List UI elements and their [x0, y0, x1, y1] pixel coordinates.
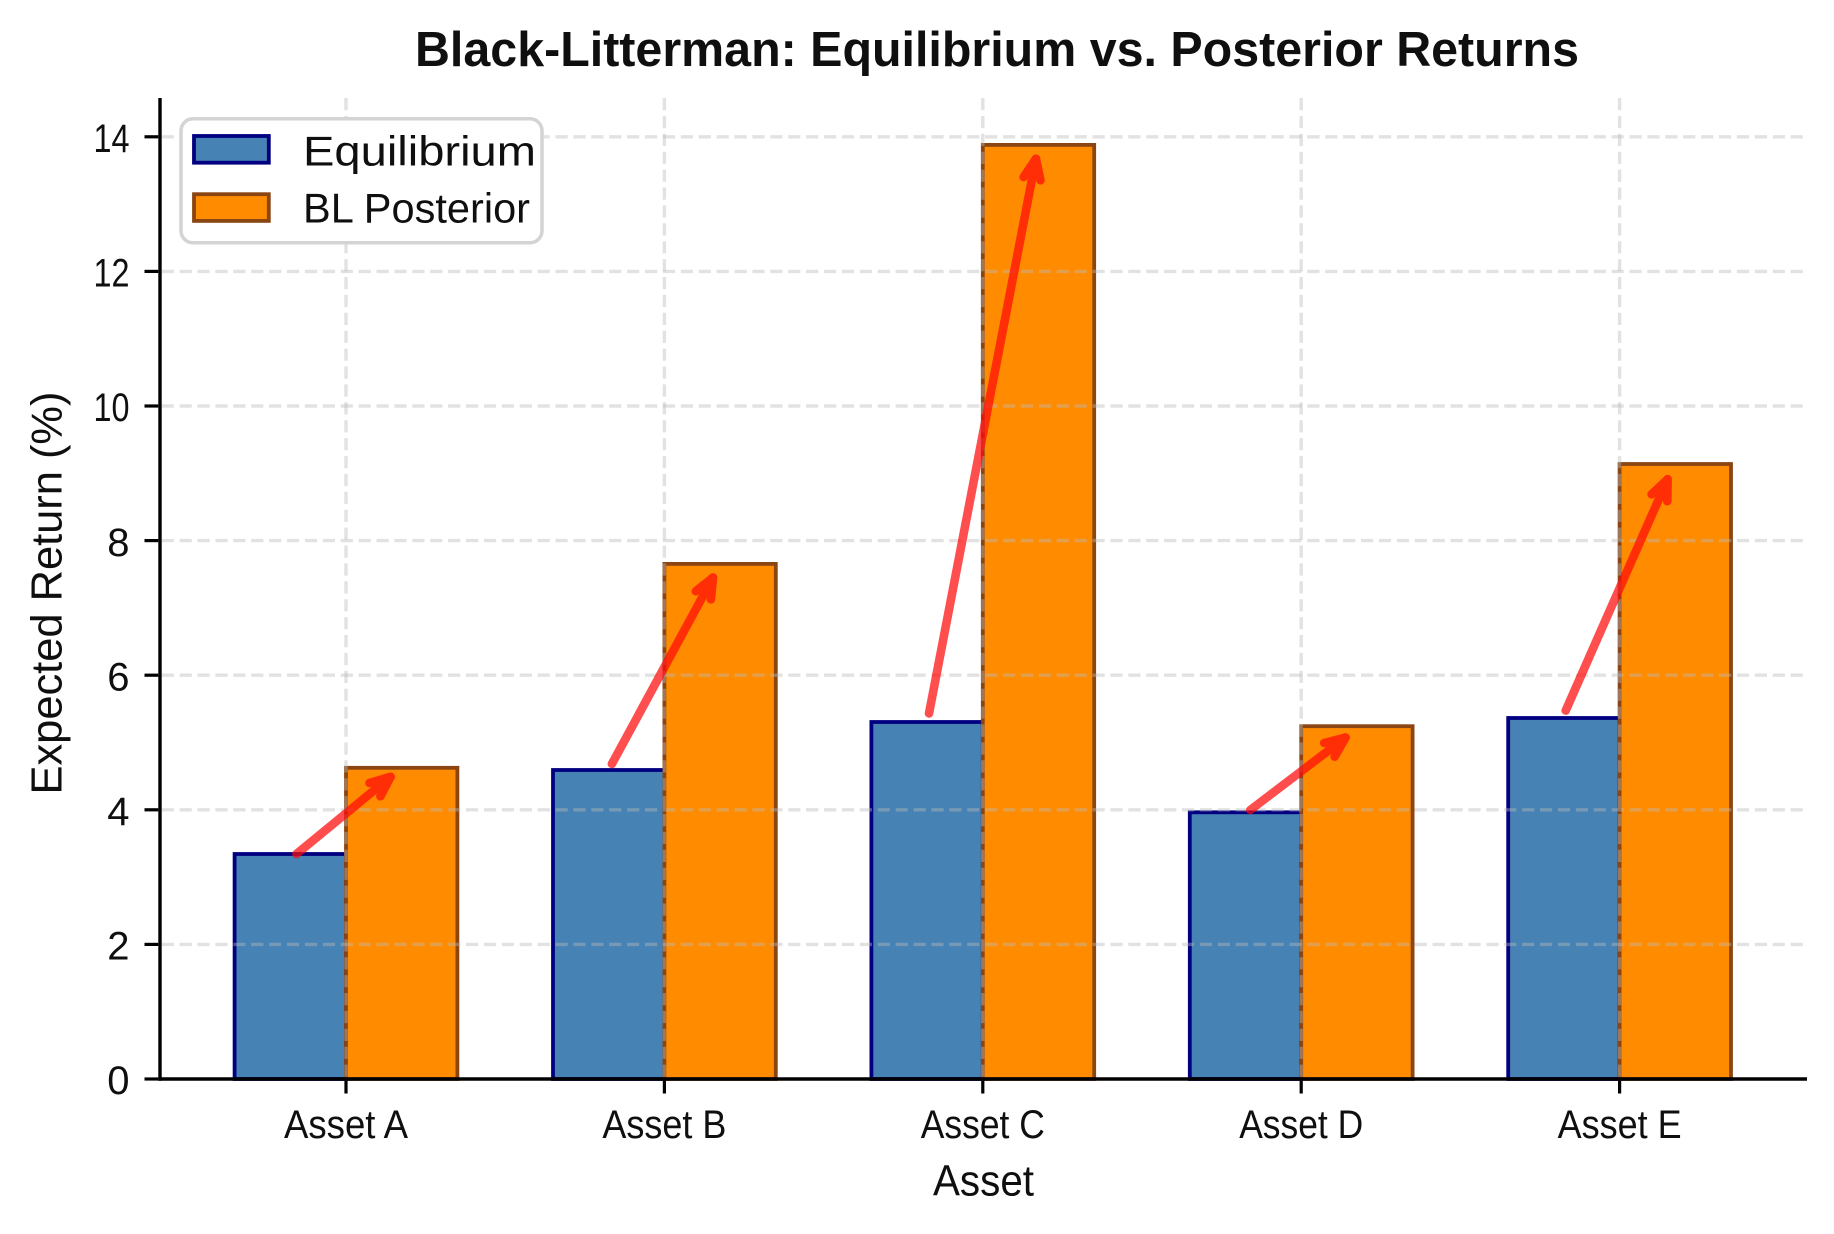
svg-text:Equilibrium: Equilibrium [303, 127, 536, 174]
svg-text:Asset C: Asset C [921, 1103, 1045, 1147]
svg-text:0: 0 [107, 1059, 129, 1103]
svg-text:10: 10 [94, 386, 130, 430]
svg-text:8: 8 [107, 521, 129, 565]
svg-text:12: 12 [94, 252, 130, 296]
svg-text:Asset E: Asset E [1558, 1103, 1682, 1147]
svg-text:Asset D: Asset D [1239, 1103, 1363, 1147]
svg-text:Black-Litterman: Equilibrium v: Black-Litterman: Equilibrium vs. Posteri… [415, 23, 1579, 77]
svg-text:2: 2 [107, 925, 129, 969]
svg-text:Asset B: Asset B [602, 1103, 726, 1147]
svg-text:Expected Return (%): Expected Return (%) [23, 392, 72, 795]
svg-text:6: 6 [107, 655, 129, 699]
svg-text:BL Posterior: BL Posterior [303, 185, 530, 232]
svg-text:Asset: Asset [933, 1157, 1034, 1206]
svg-text:Asset A: Asset A [284, 1103, 408, 1147]
svg-text:14: 14 [94, 117, 130, 161]
svg-text:4: 4 [107, 790, 129, 834]
